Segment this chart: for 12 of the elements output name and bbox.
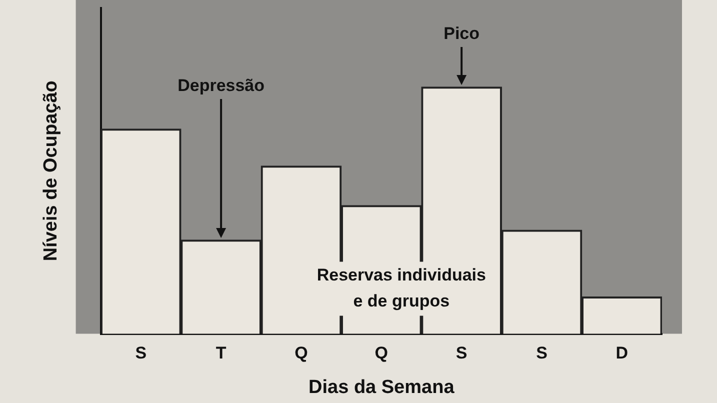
y-axis-title: Níveis de Ocupação xyxy=(40,80,62,262)
x-tick-label: S xyxy=(536,344,548,363)
text: Pico xyxy=(444,24,480,44)
x-axis-title: Dias da Semana xyxy=(308,376,455,398)
x-tick-label: S xyxy=(135,344,147,363)
x-tick-label: T xyxy=(216,344,227,363)
x-tick-label: S xyxy=(456,344,468,363)
x-tick-label: Q xyxy=(374,344,388,363)
x-tick-label: Q xyxy=(294,344,308,363)
annotation: Reservas individuais e de grupos xyxy=(316,265,486,310)
annotation: Depressão xyxy=(178,76,265,96)
x-tick-label: D xyxy=(616,344,628,363)
